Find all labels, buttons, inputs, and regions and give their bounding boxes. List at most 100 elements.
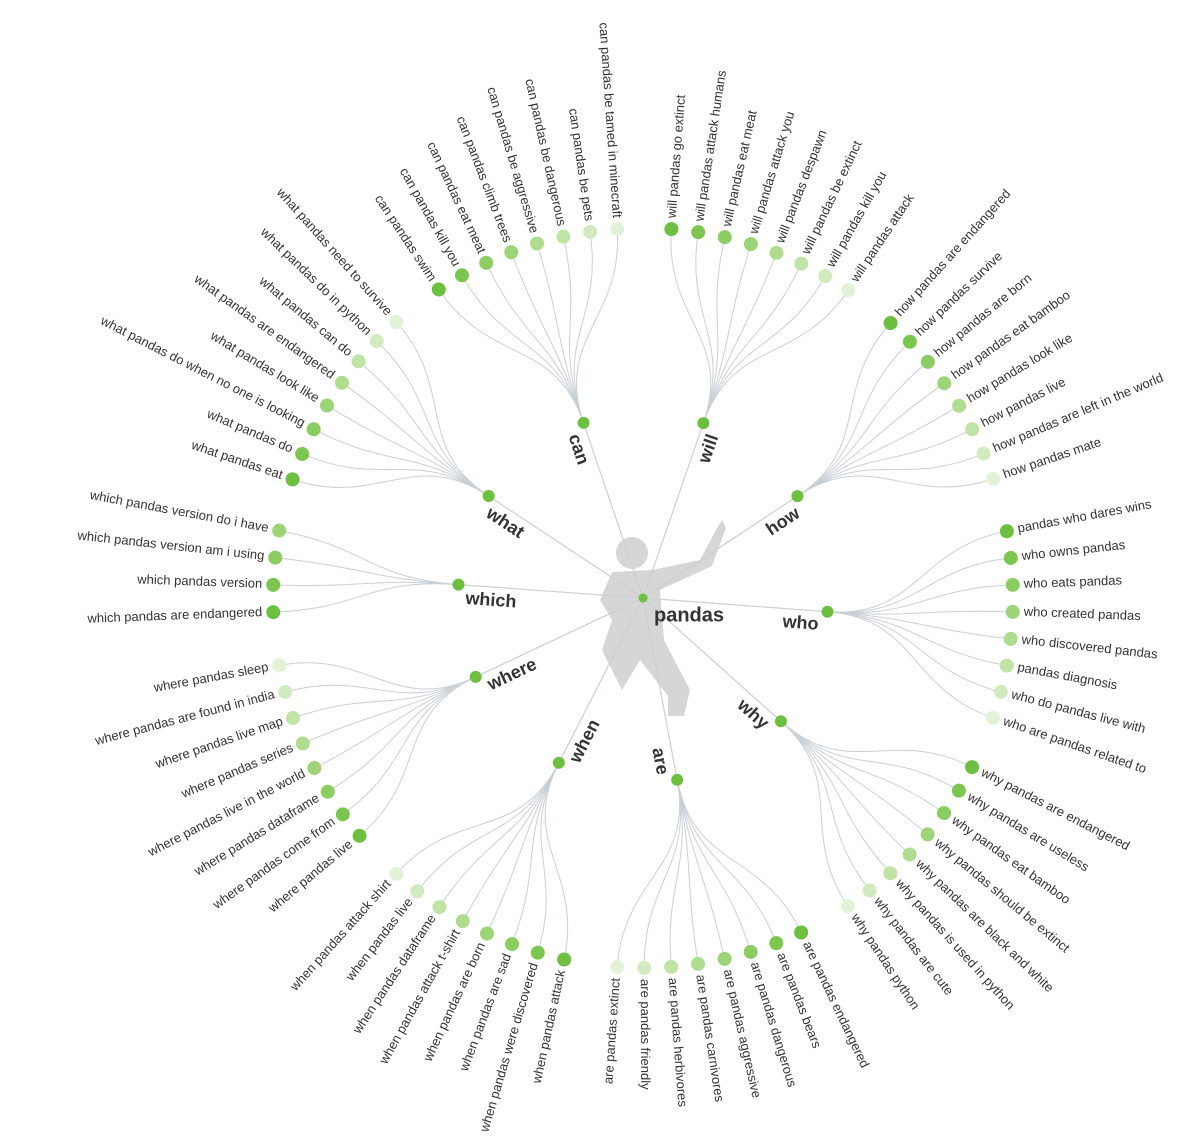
leaf-label: which pandas version bbox=[136, 571, 262, 590]
leaf-link bbox=[676, 779, 777, 944]
leaf-link bbox=[462, 762, 560, 922]
trunk-link bbox=[642, 597, 782, 722]
leaf-link bbox=[327, 676, 476, 793]
leaf-link bbox=[510, 252, 585, 423]
leaf-link bbox=[359, 676, 476, 837]
leaf-link bbox=[302, 453, 489, 497]
leaf-node bbox=[794, 256, 809, 271]
leaf-link bbox=[780, 720, 928, 835]
leaf-node bbox=[769, 245, 784, 260]
branch-node bbox=[671, 773, 684, 786]
leaf-node bbox=[965, 760, 980, 775]
leaf-node bbox=[306, 422, 321, 437]
leaf-node bbox=[319, 398, 334, 413]
leaf-link bbox=[797, 322, 891, 497]
leaf-link bbox=[827, 584, 1013, 614]
leaf-label: are pandas extinct bbox=[600, 977, 622, 1084]
leaf-label: can pandas be pets bbox=[566, 107, 597, 222]
branch-label: what bbox=[482, 502, 528, 542]
leaf-node bbox=[530, 236, 545, 251]
leaf-node bbox=[920, 354, 935, 369]
leaf-link bbox=[342, 676, 476, 815]
leaf-label: who created pandas bbox=[1022, 604, 1141, 623]
leaf-link bbox=[702, 237, 726, 424]
leaf-label: pandas diagnosis bbox=[1016, 659, 1119, 692]
leaf-node bbox=[986, 471, 1001, 486]
leaf-node bbox=[841, 283, 856, 298]
leaf-link bbox=[780, 720, 973, 768]
leaf-node bbox=[389, 866, 404, 881]
leaf-label: who eats pandas bbox=[1022, 572, 1122, 591]
branch-label: which bbox=[464, 588, 517, 612]
leaf-node bbox=[307, 761, 322, 776]
leaf-node bbox=[334, 375, 349, 390]
leaf-label: will pandas attack humans bbox=[691, 69, 729, 223]
leaf-node bbox=[351, 354, 366, 369]
leaf-node bbox=[431, 282, 446, 297]
leaf-link bbox=[358, 360, 489, 497]
leaf-node bbox=[432, 899, 447, 914]
branch-label: why bbox=[733, 694, 773, 733]
leaf-link bbox=[695, 232, 714, 424]
silhouette bbox=[600, 520, 726, 716]
leaf-node bbox=[504, 245, 519, 260]
leaf-node bbox=[286, 711, 301, 726]
leaf-node bbox=[993, 684, 1008, 699]
leaf-link bbox=[279, 530, 459, 586]
trunk-link bbox=[475, 597, 644, 678]
branch-node bbox=[774, 715, 787, 728]
leaf-node bbox=[1005, 604, 1020, 619]
leaf-link bbox=[827, 611, 994, 719]
leaf-link bbox=[461, 275, 585, 423]
leaf-link bbox=[827, 530, 1008, 613]
leaf-link bbox=[537, 762, 560, 953]
branch-node bbox=[791, 490, 804, 503]
leaf-node bbox=[530, 945, 545, 960]
branch-node bbox=[482, 490, 495, 503]
leaf-link bbox=[314, 676, 476, 769]
leaf-link bbox=[396, 762, 560, 875]
leaf-link bbox=[302, 676, 476, 744]
nodes bbox=[266, 221, 1020, 975]
leaf-label: how pandas look like bbox=[964, 330, 1075, 406]
leaf-link bbox=[797, 361, 929, 497]
trunk-link bbox=[642, 597, 678, 780]
leaf-link bbox=[780, 720, 891, 874]
leaf-node bbox=[278, 684, 293, 699]
leaf-node bbox=[583, 224, 598, 239]
leaf-link bbox=[544, 762, 569, 960]
leaf-link bbox=[416, 762, 560, 892]
leaf-label: are pandas carnivores bbox=[693, 973, 727, 1103]
leaf-link bbox=[780, 720, 911, 855]
leaf-link bbox=[485, 262, 585, 423]
trunk-link bbox=[642, 495, 798, 599]
leaf-link bbox=[376, 340, 489, 497]
leaf-label: which pandas are endangered bbox=[86, 604, 262, 626]
leaf-link bbox=[797, 382, 945, 497]
leaf-node bbox=[1005, 577, 1020, 592]
branch-node bbox=[821, 605, 834, 618]
leaf-link bbox=[827, 557, 1011, 613]
branch-label: who bbox=[781, 611, 819, 634]
leaf-node bbox=[883, 866, 898, 881]
leaf-link bbox=[780, 720, 871, 891]
leaf-link bbox=[780, 720, 960, 792]
leaf-link bbox=[702, 289, 849, 424]
leaf-link bbox=[341, 382, 489, 497]
leaf-node bbox=[999, 658, 1014, 673]
leaf-node bbox=[556, 229, 571, 244]
leaf-link bbox=[396, 321, 489, 497]
leaf-link bbox=[669, 779, 683, 967]
leaf-node bbox=[266, 577, 281, 592]
leaf-node bbox=[505, 937, 520, 952]
branch-label: can bbox=[565, 431, 594, 467]
leaf-node bbox=[266, 605, 281, 620]
leaf-link bbox=[702, 243, 752, 424]
leaf-label: which pandas version am i using bbox=[76, 527, 265, 563]
leaf-link bbox=[616, 779, 681, 968]
leaf-link bbox=[439, 762, 560, 908]
leaf-node bbox=[769, 936, 784, 951]
leaf-node bbox=[883, 316, 898, 331]
leaf-link bbox=[780, 720, 849, 907]
